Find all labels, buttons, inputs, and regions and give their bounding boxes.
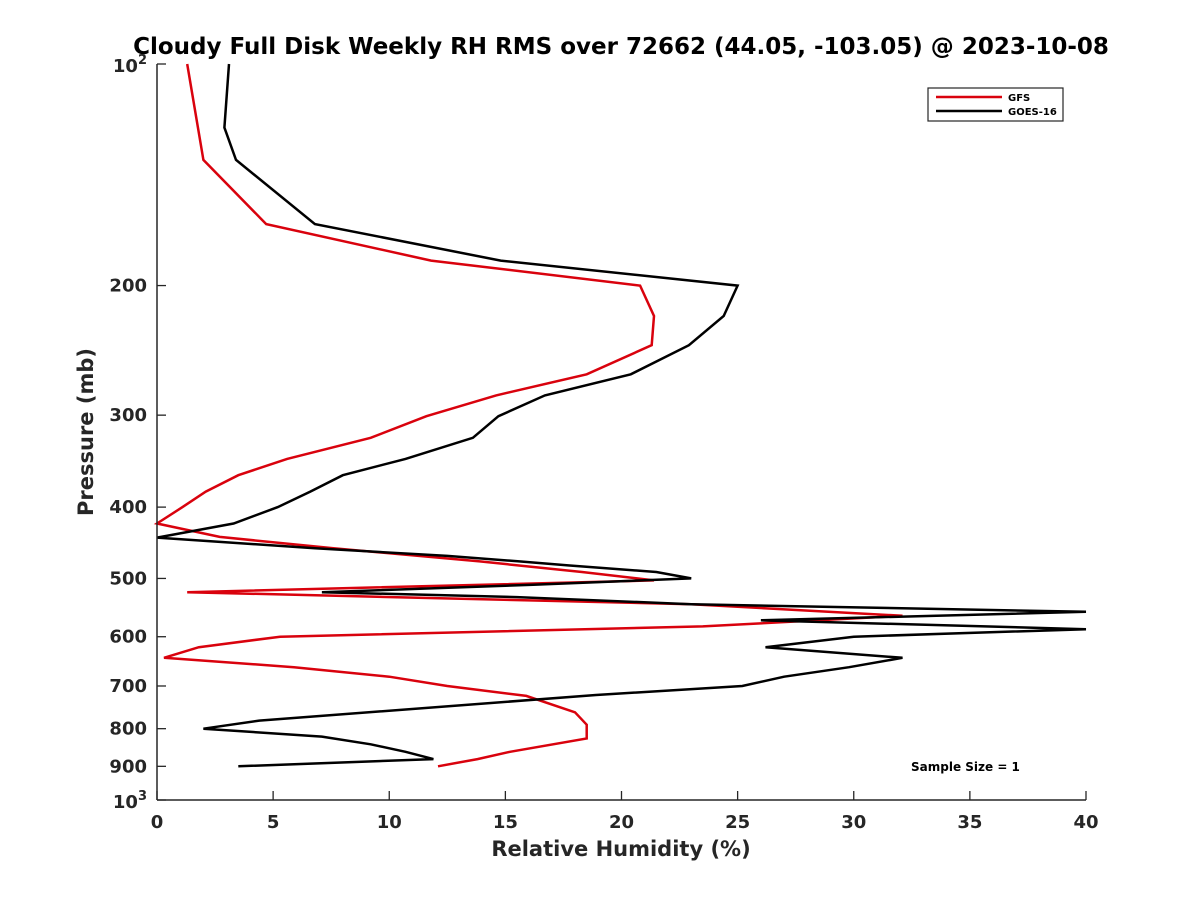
y-axis-label: Pressure (mb)	[74, 348, 98, 516]
y-decade-tick-label: 103	[113, 789, 147, 813]
x-tick-label: 20	[609, 812, 634, 833]
y-tick-label: 400	[109, 497, 147, 518]
y-tick-label: 700	[109, 676, 147, 697]
x-tick-label: 10	[377, 812, 402, 833]
series-line-gfs	[153, 63, 903, 768]
plot-frame	[157, 64, 1086, 800]
y-axis-ticks: 200 300 400 500 600 700 800 900 102 103	[109, 53, 166, 813]
series-line-goes-16	[156, 63, 1087, 768]
legend-goes16-label: GOES-16	[1008, 107, 1057, 118]
x-axis-label: Relative Humidity (%)	[491, 837, 750, 861]
sample-size-annotation: Sample Size = 1	[911, 760, 1020, 774]
x-tick-label: 5	[267, 812, 280, 833]
legend-box	[927, 87, 1064, 122]
y-tick-label: 600	[109, 627, 147, 648]
y-tick-label: 300	[109, 405, 147, 426]
y-decade-tick-label: 102	[113, 53, 147, 77]
x-tick-label: 40	[1073, 812, 1098, 833]
series-layer	[153, 63, 1087, 768]
x-tick-label: 25	[725, 812, 750, 833]
x-tick-label: 35	[957, 812, 982, 833]
x-tick-label: 0	[151, 812, 164, 833]
y-tick-label: 900	[109, 756, 147, 777]
y-tick-label: 800	[109, 719, 147, 740]
x-axis-ticks: 0 5 10 15 20 25 30 35 40	[151, 791, 1099, 833]
y-tick-label: 200	[109, 276, 147, 297]
legend: GFS GOES-16	[927, 87, 1064, 122]
x-tick-label: 15	[493, 812, 518, 833]
plot-area	[153, 63, 1087, 801]
x-tick-label: 30	[841, 812, 866, 833]
y-tick-label: 500	[109, 568, 147, 589]
legend-gfs-label: GFS	[1008, 93, 1030, 104]
chart-title: Cloudy Full Disk Weekly RH RMS over 7266…	[133, 34, 1109, 60]
